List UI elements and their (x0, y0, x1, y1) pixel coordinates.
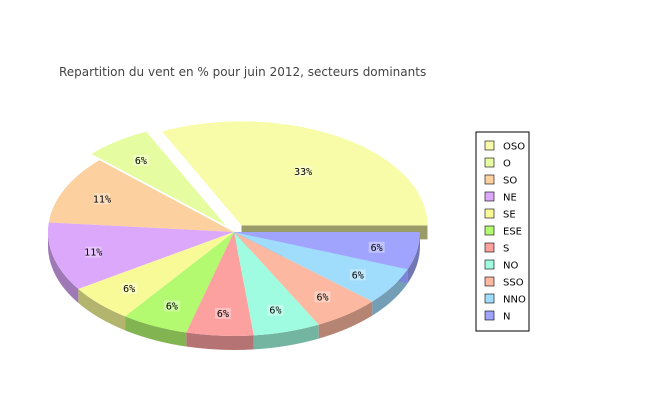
slice-label-o: 6% (135, 156, 147, 167)
pie-side-sso (318, 301, 373, 339)
pie-slice-ese (125, 232, 234, 333)
slice-label-nno: 6% (352, 270, 364, 281)
legend-entry-nno: NNO (503, 295, 526, 306)
legend-entry-ne: NE (503, 193, 517, 204)
pie-side-s (186, 332, 254, 351)
legend-entry-oso: OSO (503, 142, 525, 153)
legend-entry-o: O (503, 159, 511, 170)
pie-slice-ne (47, 222, 234, 289)
pie-slice-no (234, 232, 319, 336)
slice-label-bg (132, 154, 149, 166)
legend-entry-s: S (503, 244, 509, 255)
legend-swatch-nno (484, 293, 495, 304)
slice-label-bg (163, 300, 180, 312)
legend-swatch-so (484, 174, 495, 185)
pie-side-ese (125, 316, 187, 347)
slice-label-sso: 6% (316, 292, 328, 303)
legend-swatch-o (484, 157, 495, 168)
legend-swatch-ne (484, 191, 495, 202)
legend-entry-no: NO (503, 261, 518, 272)
slice-label-n: 6% (371, 243, 383, 254)
slice-label-bg (85, 246, 102, 258)
pie-side-n (407, 232, 420, 284)
chart-title: Repartition du vent en % pour juin 2012,… (59, 65, 426, 79)
pie-slice-n (234, 232, 420, 270)
legend-entry-se: SE (503, 210, 516, 221)
slice-label-bg (121, 283, 138, 295)
legend-swatch-oso (484, 140, 495, 151)
pie-side-no (253, 324, 319, 350)
slice-label-bg (267, 304, 284, 316)
slice-label-so: 11% (93, 194, 111, 205)
pie-side-ne (48, 232, 79, 303)
pie-side-se (78, 288, 126, 331)
slice-label-bg (349, 269, 366, 281)
legend-swatch-s (484, 242, 495, 253)
slice-label-bg (93, 193, 110, 205)
slice-label-ese: 6% (166, 301, 178, 312)
legend-entry-sso: SSO (503, 278, 524, 289)
slice-label-bg (295, 165, 312, 177)
legend-swatch-ese (484, 225, 495, 236)
pie-slice-sso (234, 232, 373, 325)
pie-slice-s (186, 232, 254, 337)
pie-slice-so (48, 160, 234, 232)
slice-label-s: 6% (217, 309, 229, 320)
legend-swatch-se (484, 208, 495, 219)
legend-entry-n: N (503, 312, 510, 323)
slice-label-bg (368, 241, 385, 253)
legend-entry-so: SO (503, 176, 517, 187)
slice-label-se: 6% (123, 284, 135, 295)
pie-plot-area: 33% 6% 11% 11% 6% 6% 6% 6% 6% 6% 6% (47, 121, 428, 351)
pie-slice-se (78, 232, 234, 317)
slice-label-ne: 11% (84, 248, 102, 259)
slice-label-oso: 33% (294, 167, 312, 178)
slice-label-no: 6% (269, 306, 281, 317)
legend-swatch-n (484, 310, 495, 321)
slice-label-bg (214, 307, 231, 319)
legend-swatch-sso (484, 276, 495, 287)
pie-slice-oso (161, 121, 428, 226)
legend-swatch-no (484, 259, 495, 270)
pie-slice-nno (234, 232, 408, 302)
pie-slice-o (91, 131, 226, 226)
slice-label-bg (314, 291, 331, 303)
legend-entry-ese: ESE (503, 227, 522, 238)
